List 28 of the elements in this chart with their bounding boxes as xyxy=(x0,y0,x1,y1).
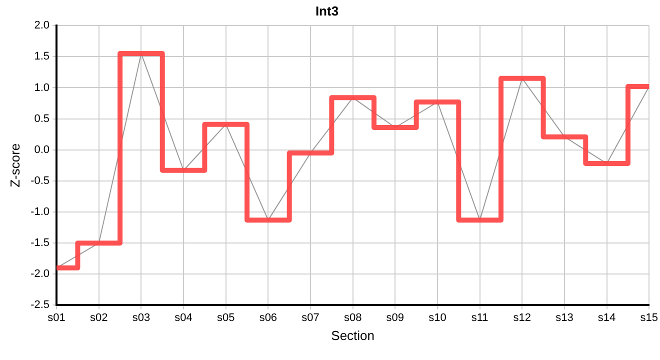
y-tick-label: -2.0 xyxy=(30,268,50,280)
x-tick-label: s05 xyxy=(216,312,235,324)
y-tick-label: -0.5 xyxy=(30,174,50,187)
x-tick-label: s11 xyxy=(471,312,488,324)
x-tick-label: s04 xyxy=(174,312,192,324)
x-tick-label: s07 xyxy=(302,312,320,324)
x-axis-title: Section xyxy=(331,328,375,343)
x-tick-label: s12 xyxy=(513,312,532,324)
y-tick-label: 1.0 xyxy=(34,82,50,94)
x-tick-label: s02 xyxy=(90,312,108,324)
x-tick-label: s15 xyxy=(640,312,658,324)
x-tick-label: s06 xyxy=(259,312,278,324)
y-tick-label: 2.0 xyxy=(34,20,50,32)
chart-title: Int3 xyxy=(315,3,339,18)
y-axis-title: Z-score xyxy=(7,143,22,188)
y-tick-label: -2.5 xyxy=(30,299,50,312)
x-tick-label: s13 xyxy=(556,312,574,324)
x-tick-label: s08 xyxy=(344,312,362,324)
y-tick-label: 0.5 xyxy=(34,112,50,125)
x-tick-label: s14 xyxy=(598,312,616,324)
x-tick-label: s09 xyxy=(386,312,404,324)
y-tick-label: -1.5 xyxy=(30,237,50,250)
y-tick-label: 0.0 xyxy=(34,144,50,156)
x-tick-label: s03 xyxy=(132,312,150,324)
x-tick-label: s01 xyxy=(48,312,66,324)
x-tick-label: s10 xyxy=(428,312,446,324)
y-tick-label: 1.5 xyxy=(34,50,50,63)
y-tick-label: -1.0 xyxy=(30,206,50,218)
